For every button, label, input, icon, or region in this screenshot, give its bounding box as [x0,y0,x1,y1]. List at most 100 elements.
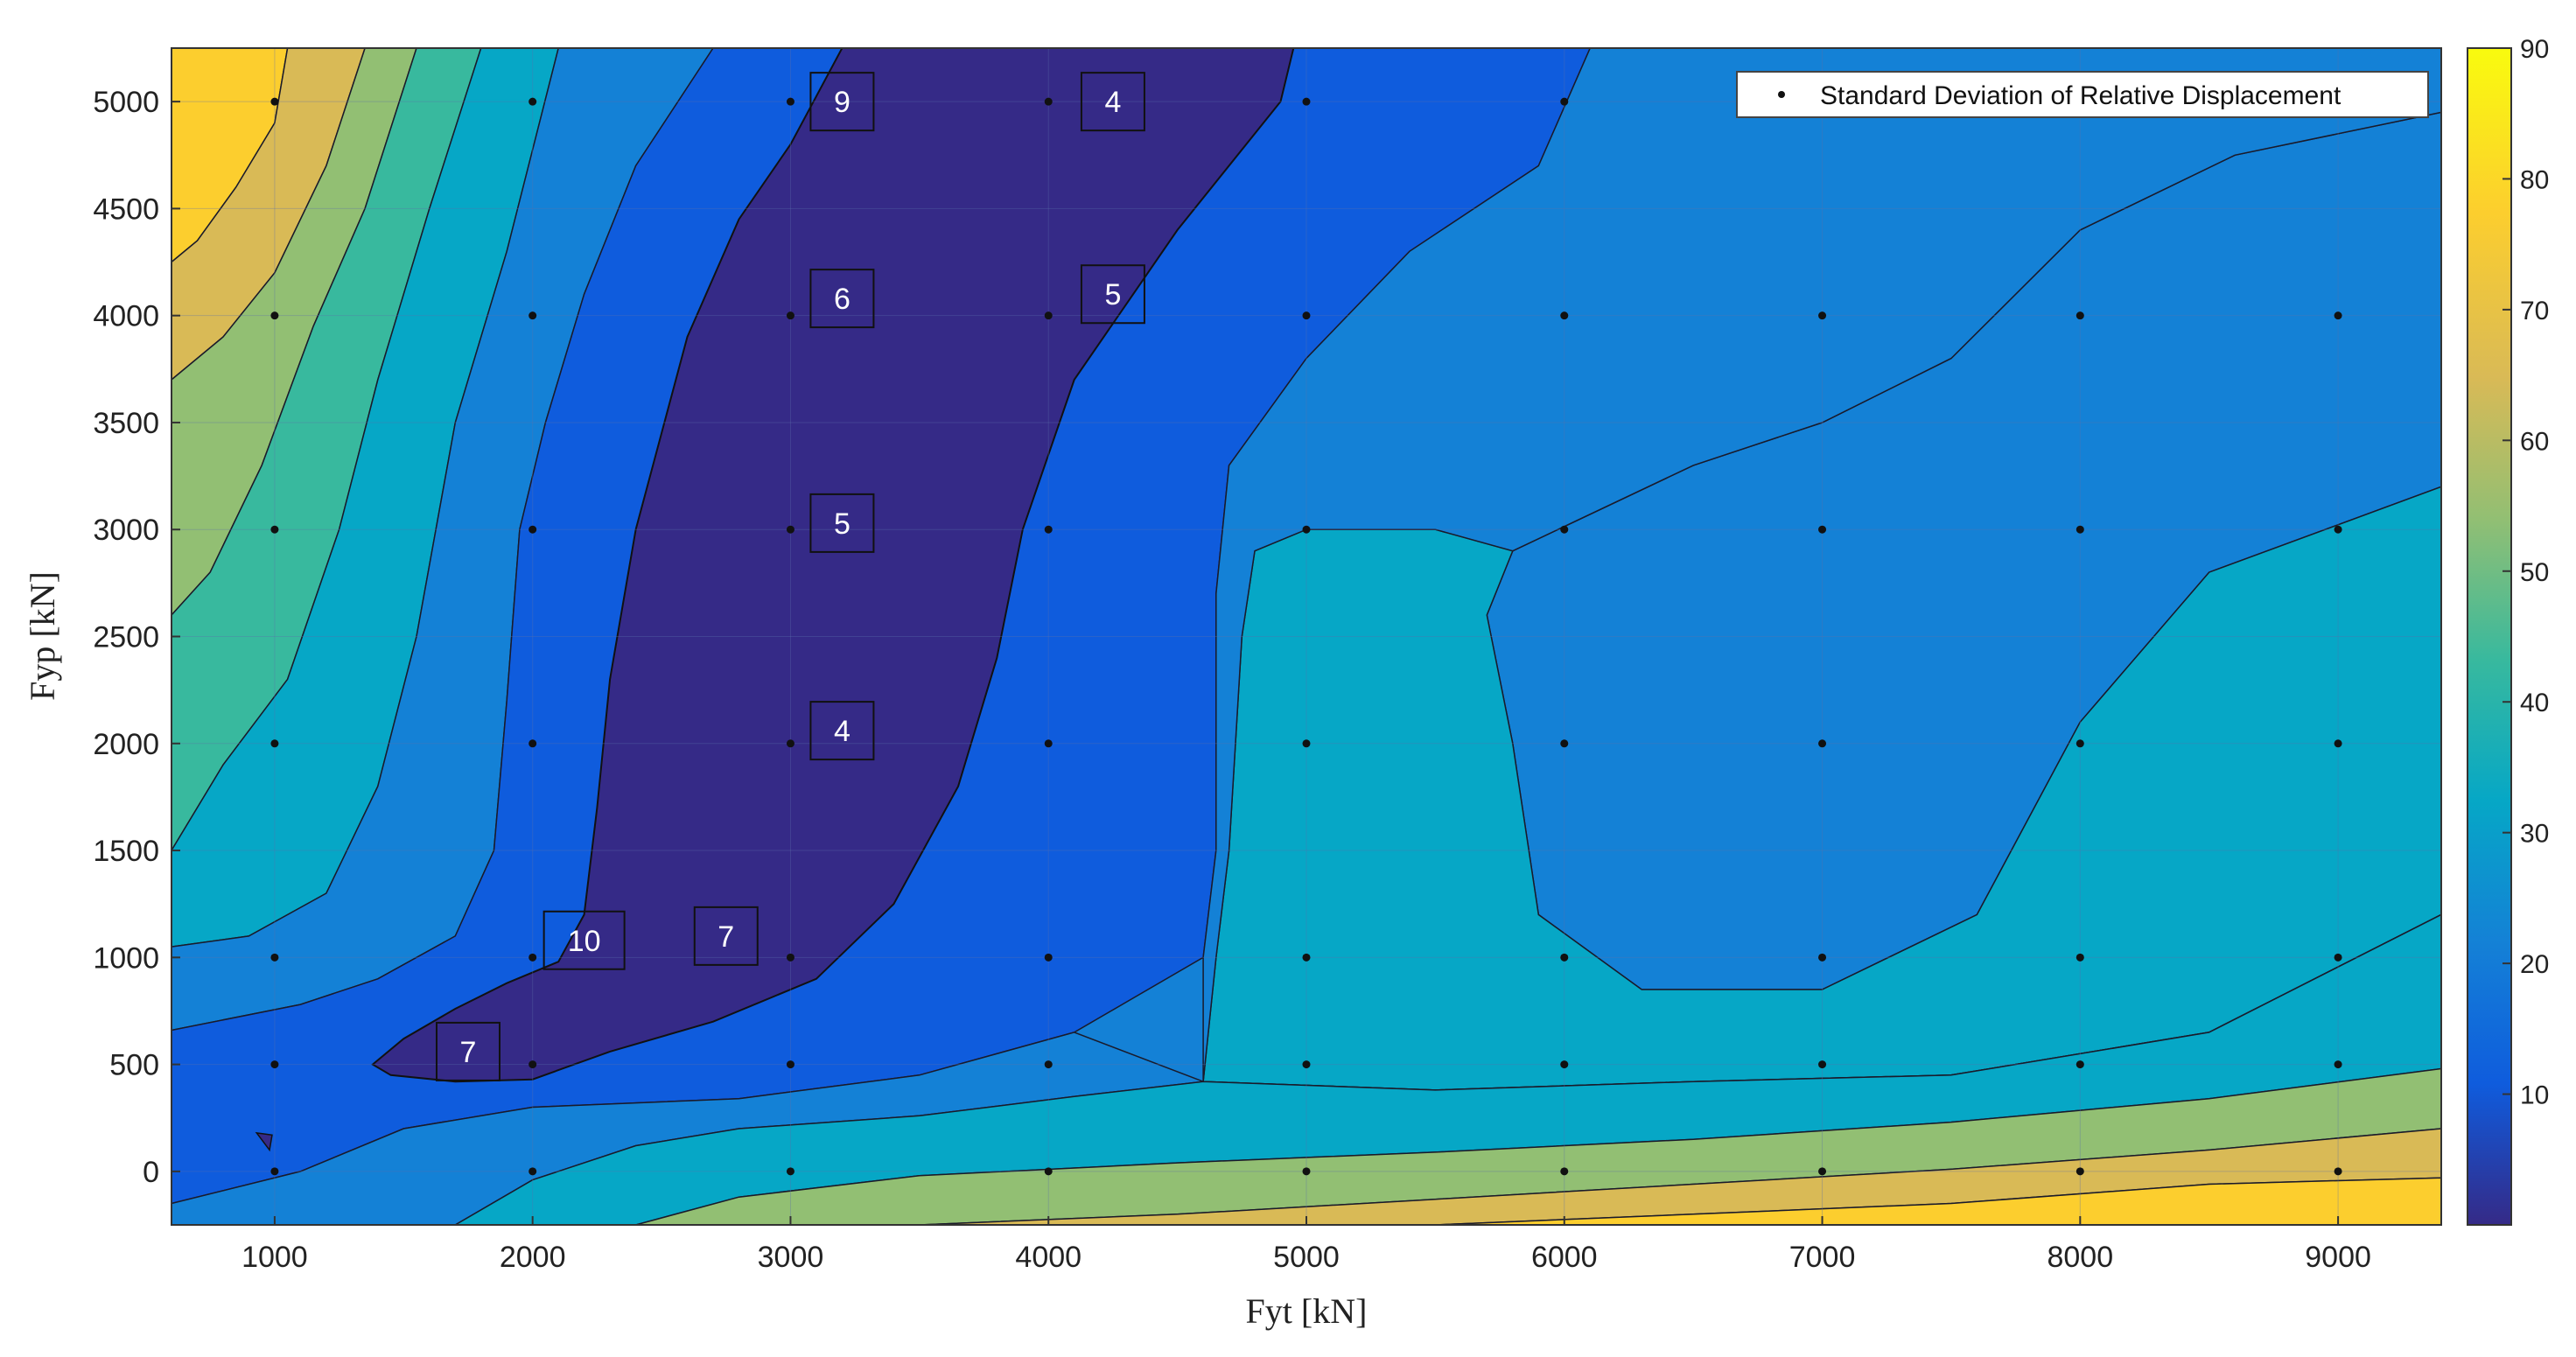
sample-point [1302,97,1311,106]
value-label: 7 [460,1036,477,1069]
colorbar-tick-label: 30 [2520,820,2549,849]
x-tick-label: 6000 [1531,1241,1598,1274]
colorbar-tick-label: 20 [2520,950,2549,979]
value-label: 9 [834,86,850,119]
sample-point [270,311,279,320]
sample-point [1560,525,1569,534]
contour-region-level-5 [371,48,1295,1083]
colorbar-tick-label: 60 [2520,427,2549,456]
colorbar-tick-label: 50 [2520,558,2549,587]
y-tick-label: 1500 [93,835,159,868]
x-tick-label: 5000 [1273,1241,1340,1274]
sample-point [1818,1167,1827,1176]
y-axis-title: Fyp [kN] [23,571,62,701]
value-label: 7 [718,920,734,954]
sample-point [2334,311,2342,320]
sample-point [1818,1060,1827,1069]
y-tick-label: 2500 [93,621,159,654]
sample-point [2076,739,2084,748]
sample-point [1560,97,1569,106]
sample-point [528,739,537,748]
sample-point [1560,953,1569,962]
colorbar-tick-label: 10 [2520,1081,2549,1110]
sample-point [2334,1060,2342,1069]
value-label-box [809,269,875,329]
sample-point [786,953,794,962]
sample-point [786,1167,794,1176]
value-label-box [693,906,759,966]
value-label: 5 [1104,278,1121,311]
sample-point [1302,311,1311,320]
y-tick-label: 4000 [93,300,159,333]
sample-point [786,739,794,748]
value-label: 10 [568,925,601,958]
sample-point [2076,1167,2084,1176]
x-tick-label: 4000 [1015,1241,1082,1274]
sample-point [270,1060,279,1069]
sample-point [1302,953,1311,962]
band-70-bottom [1435,1177,2441,1225]
x-tick-label: 1000 [242,1241,308,1274]
sample-point [2076,525,2084,534]
y-tick-label: 3500 [93,407,159,440]
sample-point [1560,1167,1569,1176]
small-contour-blob [255,1131,273,1152]
sample-point [1044,1167,1053,1176]
sample-point [270,739,279,748]
y-tick-label: 5000 [93,86,159,119]
sample-point [528,953,537,962]
y-tick-label: 1000 [93,941,159,975]
legend-label: Standard Deviation of Relative Displacem… [1820,81,2342,110]
value-label-box [809,493,875,553]
x-tick-label: 3000 [758,1241,824,1274]
colorbar-gradient [2467,47,2512,1226]
y-tick-label: 4500 [93,192,159,226]
sample-point [2076,953,2084,962]
value-labels: 9 4 6 5 5 4 10 7 7 [435,72,1145,1081]
sample-point [1302,1060,1311,1069]
sample-point [1818,953,1827,962]
sample-point [1044,953,1053,962]
sample-point [1818,525,1827,534]
sample-point [1302,1167,1311,1176]
sample-point [1560,311,1569,320]
colorbar: 10 20 30 40 50 60 70 80 90 [2467,35,2549,1226]
sample-point [270,97,279,106]
sample-point [1044,525,1053,534]
sample-point [528,311,537,320]
sample-point [528,1167,537,1176]
y-tick-label: 2000 [93,728,159,761]
y-tick-label: 500 [109,1049,159,1082]
value-label-box [435,1021,500,1081]
sample-point [786,97,794,106]
colorbar-tick-label: 70 [2520,297,2549,325]
value-label: 5 [834,507,850,541]
sample-point [270,525,279,534]
legend-box [1736,71,2429,118]
sample-point [270,1167,279,1176]
sample-point [1818,739,1827,748]
sample-point [1044,739,1053,748]
sample-point [528,525,537,534]
sample-point [528,97,537,106]
y-axis: 0 500 1000 1500 2000 2500 3000 3500 4000 4500 5000 [93,86,180,1189]
sample-point [1044,1060,1053,1069]
sample-point [786,1060,794,1069]
value-label-box [809,72,875,132]
value-label-box [1080,72,1145,132]
value-label-box [542,910,626,970]
value-label-box [809,701,875,761]
x-axis: 1000 2000 3000 4000 5000 6000 7000 8000 9000 [242,1216,2371,1274]
sample-point [1302,739,1311,748]
band-20-mid-right [1202,48,2441,1082]
sample-point [1044,311,1053,320]
sample-point [786,525,794,534]
value-label: 4 [834,715,850,748]
value-label-box [1080,264,1145,325]
sample-point [2076,1060,2084,1069]
sample-point [270,953,279,962]
colorbar-tick-label: 40 [2520,689,2549,717]
x-tick-label: 9000 [2305,1241,2371,1274]
colorbar-tick-label: 80 [2520,165,2549,194]
